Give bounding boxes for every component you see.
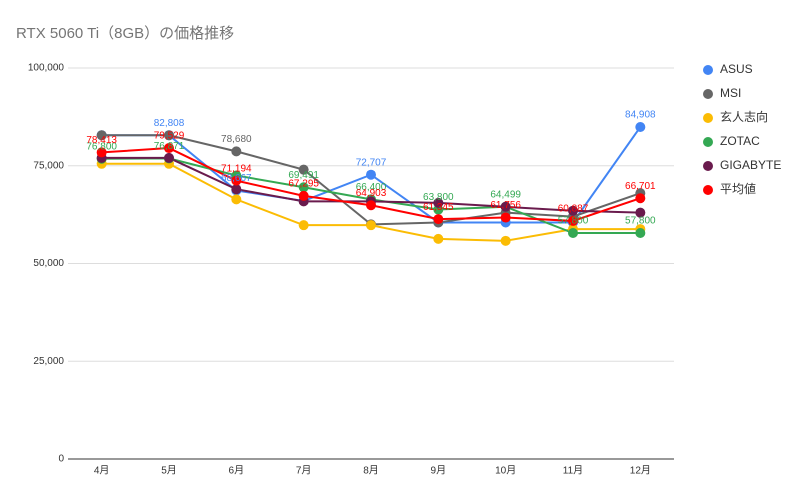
data-label: 64,499 <box>490 189 521 200</box>
data-label: 82,808 <box>154 118 185 129</box>
x-tick-label: 6月 <box>229 465 245 477</box>
data-point <box>635 207 646 218</box>
data-point <box>635 193 646 204</box>
data-point <box>231 175 242 186</box>
y-tick-label: 75,000 <box>33 160 64 171</box>
data-point <box>635 228 646 239</box>
data-label: 76,871 <box>154 141 185 152</box>
y-tick-label: 100,000 <box>28 63 65 74</box>
data-label: 84,908 <box>625 110 656 121</box>
data-point <box>96 147 107 158</box>
x-tick-label: 7月 <box>296 465 312 477</box>
data-point <box>164 143 174 154</box>
legend-marker <box>703 161 713 171</box>
legend-label: 玄人志向 <box>720 109 768 124</box>
data-point <box>164 130 174 141</box>
data-label: 78,680 <box>221 134 252 145</box>
data-label: 61,345 <box>423 202 454 213</box>
x-tick-label: 4月 <box>94 465 110 477</box>
data-label: 71,194 <box>221 163 252 174</box>
x-tick-label: 10月 <box>495 465 516 477</box>
data-point <box>298 190 309 201</box>
data-point <box>366 220 376 231</box>
data-label: 64,903 <box>356 188 387 199</box>
y-tick-label: 25,000 <box>33 356 64 367</box>
legend-marker <box>703 137 713 147</box>
data-point <box>500 201 511 212</box>
data-label: 60,887 <box>558 204 589 215</box>
data-point <box>433 214 444 225</box>
data-label: 63,800 <box>423 192 454 203</box>
data-label: 69,491 <box>288 170 319 181</box>
data-point <box>366 200 376 211</box>
data-point <box>500 212 511 223</box>
data-label: 66,400 <box>356 182 387 193</box>
legend-label: 平均値 <box>720 181 756 196</box>
legend-label: ASUS <box>720 62 753 76</box>
data-point <box>635 122 646 133</box>
data-point <box>298 220 309 231</box>
legend-label: MSI <box>720 86 741 100</box>
data-point <box>366 169 376 180</box>
legend-marker <box>703 185 713 195</box>
x-tick-label: 5月 <box>161 465 177 477</box>
data-label: 76,800 <box>86 141 117 152</box>
data-label: 68,667 <box>221 173 252 184</box>
data-point <box>568 228 578 239</box>
data-label: 67,295 <box>288 179 319 190</box>
data-point <box>231 146 242 157</box>
y-tick-label: 0 <box>58 454 64 465</box>
y-tick-label: 50,000 <box>33 258 64 269</box>
data-point <box>231 184 242 195</box>
data-point <box>298 182 309 193</box>
data-label: 57,800 <box>625 216 656 227</box>
legend-label: ZOTAC <box>720 134 760 148</box>
data-label: 78,413 <box>86 135 117 146</box>
legend-label: GIGABYTE <box>720 158 781 172</box>
x-tick-label: 8月 <box>363 465 379 477</box>
data-label: 57,800 <box>558 216 589 227</box>
data-label: 79,529 <box>154 131 185 142</box>
data-label: 66,701 <box>625 181 656 192</box>
x-tick-label: 11月 <box>563 465 583 477</box>
x-tick-label: 9月 <box>431 465 447 477</box>
legend-marker <box>703 113 713 123</box>
data-point <box>568 205 578 216</box>
data-point <box>433 233 444 244</box>
chart-title: RTX 5060 Ti（8GB）の価格推移 <box>16 25 234 42</box>
data-point <box>568 215 578 226</box>
legend-marker <box>703 89 713 99</box>
data-point <box>231 194 242 205</box>
legend-marker <box>703 65 713 75</box>
data-point <box>500 235 511 246</box>
x-tick-label: 12月 <box>630 465 651 477</box>
data-point <box>96 130 107 141</box>
data-point <box>164 152 174 163</box>
data-label: 72,707 <box>356 157 387 168</box>
data-point <box>433 197 444 208</box>
data-label: 61,756 <box>490 200 521 211</box>
data-point <box>298 164 309 175</box>
